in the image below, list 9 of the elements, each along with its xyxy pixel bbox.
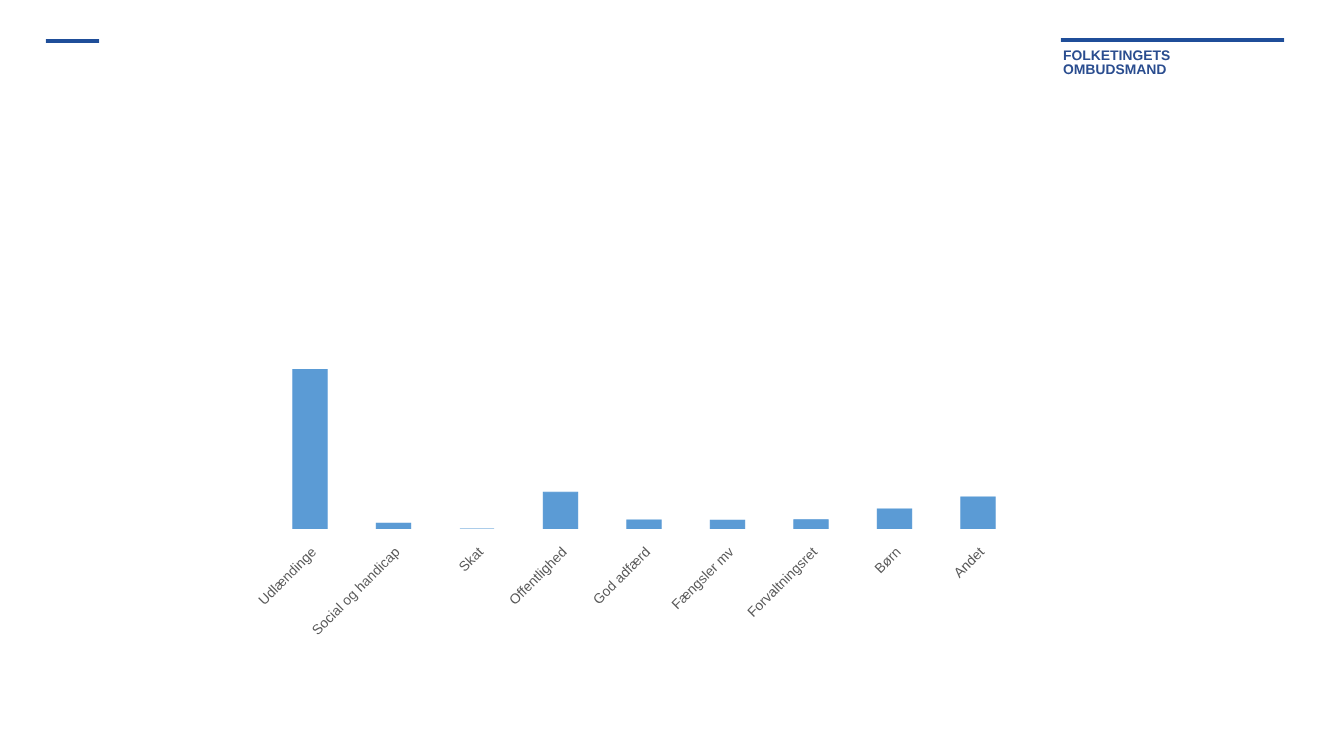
bar: [793, 519, 829, 529]
bar: [292, 369, 328, 529]
text: FOLKETINGETS OMBUDSMAND: [1063, 50, 1170, 75]
bar: [876, 508, 913, 529]
bar: [626, 519, 662, 529]
bar: [960, 496, 996, 529]
bar: [542, 491, 579, 529]
bar: [709, 519, 746, 529]
bar: [375, 522, 412, 529]
